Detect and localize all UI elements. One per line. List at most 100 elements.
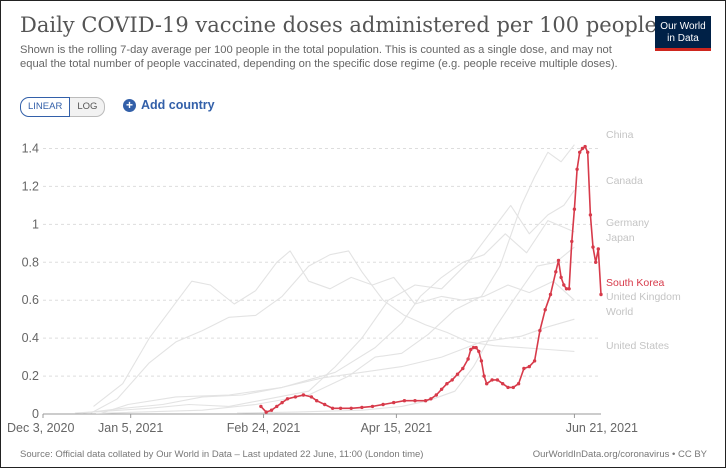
data-point bbox=[562, 283, 566, 287]
data-point bbox=[280, 400, 284, 405]
data-point bbox=[330, 406, 335, 410]
x-tick-label: Feb 24, 2021 bbox=[227, 421, 301, 435]
data-point bbox=[445, 382, 449, 386]
data-point bbox=[567, 287, 571, 291]
add-country-label: Add country bbox=[141, 98, 215, 112]
series-line-japan bbox=[236, 246, 575, 414]
data-point bbox=[588, 213, 593, 217]
x-tick-label: Jan 5, 2021 bbox=[98, 421, 163, 435]
y-tick-label: 1.4 bbox=[22, 141, 39, 155]
y-tick-label: 0.6 bbox=[22, 293, 39, 307]
data-point bbox=[490, 378, 494, 382]
data-point bbox=[578, 150, 582, 154]
data-point bbox=[455, 372, 460, 376]
data-point bbox=[538, 328, 542, 333]
y-tick-label: 0.4 bbox=[22, 331, 39, 345]
data-point bbox=[381, 402, 385, 407]
data-point bbox=[596, 247, 600, 251]
chart-title: Daily COVID-19 vaccine doses administere… bbox=[20, 13, 657, 37]
data-point bbox=[516, 382, 521, 386]
data-point bbox=[469, 347, 473, 352]
data-point bbox=[482, 374, 486, 378]
data-point bbox=[466, 357, 470, 361]
data-point bbox=[429, 397, 433, 401]
data-point bbox=[556, 258, 561, 263]
data-point bbox=[370, 404, 375, 409]
series-label: China bbox=[606, 129, 634, 141]
series-label: Germany bbox=[606, 217, 650, 229]
y-tick-label: 1 bbox=[32, 217, 39, 231]
data-point bbox=[495, 378, 500, 382]
data-point bbox=[434, 393, 438, 397]
series-label: Canada bbox=[606, 175, 643, 187]
data-point bbox=[360, 405, 364, 410]
series-label: World bbox=[606, 306, 633, 318]
series-line-china bbox=[96, 144, 575, 414]
data-point bbox=[275, 404, 279, 409]
linear-scale-button[interactable]: LINEAR bbox=[20, 97, 71, 117]
data-point bbox=[477, 349, 481, 354]
data-point bbox=[323, 402, 327, 407]
series-line-united-kingdom bbox=[93, 250, 575, 407]
data-point bbox=[392, 400, 396, 405]
data-point bbox=[532, 359, 537, 363]
series-label: South Korea bbox=[606, 277, 665, 289]
data-point bbox=[506, 385, 510, 390]
x-tick-label: Dec 3, 2020 bbox=[7, 421, 74, 435]
series-label: United Kingdom bbox=[606, 291, 681, 303]
data-point bbox=[511, 385, 515, 390]
data-point bbox=[570, 239, 574, 244]
data-point bbox=[559, 275, 563, 280]
data-point bbox=[485, 382, 489, 386]
series-line-united-states bbox=[90, 250, 575, 414]
data-point bbox=[309, 395, 314, 399]
data-point bbox=[527, 364, 531, 369]
plus-icon: + bbox=[123, 98, 136, 112]
data-point bbox=[548, 292, 553, 297]
data-point bbox=[349, 406, 353, 410]
data-point bbox=[315, 399, 319, 403]
data-point bbox=[591, 245, 595, 249]
data-point bbox=[501, 382, 505, 386]
data-point bbox=[522, 366, 526, 371]
data-point bbox=[586, 150, 590, 154]
data-point bbox=[423, 399, 428, 403]
data-point bbox=[471, 345, 476, 350]
data-point bbox=[554, 270, 558, 274]
data-point bbox=[474, 345, 478, 350]
data-point bbox=[594, 260, 598, 264]
x-tick-label: Apr 15, 2021 bbox=[361, 421, 433, 435]
data-point bbox=[285, 397, 290, 401]
data-point bbox=[450, 378, 454, 382]
chart-subtitle: Shown is the rolling 7-day average per 1… bbox=[20, 44, 618, 70]
y-tick-label: 0 bbox=[32, 407, 39, 421]
add-country-button[interactable]: + Add country bbox=[123, 98, 215, 112]
data-point bbox=[413, 399, 417, 403]
scale-toggle[interactable]: LINEAR LOG bbox=[20, 97, 106, 117]
data-point bbox=[402, 399, 407, 403]
data-point bbox=[259, 404, 263, 409]
data-point bbox=[301, 393, 306, 397]
source-note: Source: Official data collated by Our Wo… bbox=[20, 449, 424, 460]
series-label: Japan bbox=[606, 232, 635, 244]
logo-line-1: Our World bbox=[660, 21, 706, 32]
data-point bbox=[583, 144, 587, 149]
y-tick-label: 0.8 bbox=[22, 255, 39, 269]
series-line-germany bbox=[101, 220, 575, 414]
y-tick-label: 0.2 bbox=[22, 369, 39, 383]
data-point bbox=[599, 292, 603, 297]
data-point bbox=[580, 146, 585, 151]
owid-logo[interactable]: Our World in Data bbox=[655, 16, 711, 51]
data-point bbox=[479, 359, 484, 363]
data-point bbox=[543, 308, 547, 312]
x-tick-label: Jun 21, 2021 bbox=[566, 421, 638, 435]
data-point bbox=[564, 287, 569, 291]
data-point bbox=[575, 167, 579, 171]
data-point bbox=[264, 410, 268, 414]
series-label: United States bbox=[606, 340, 669, 352]
data-point bbox=[572, 207, 577, 211]
log-scale-button[interactable]: LOG bbox=[70, 97, 106, 117]
source-url[interactable]: OurWorldInData.org/coronavirus • CC BY bbox=[532, 449, 707, 460]
